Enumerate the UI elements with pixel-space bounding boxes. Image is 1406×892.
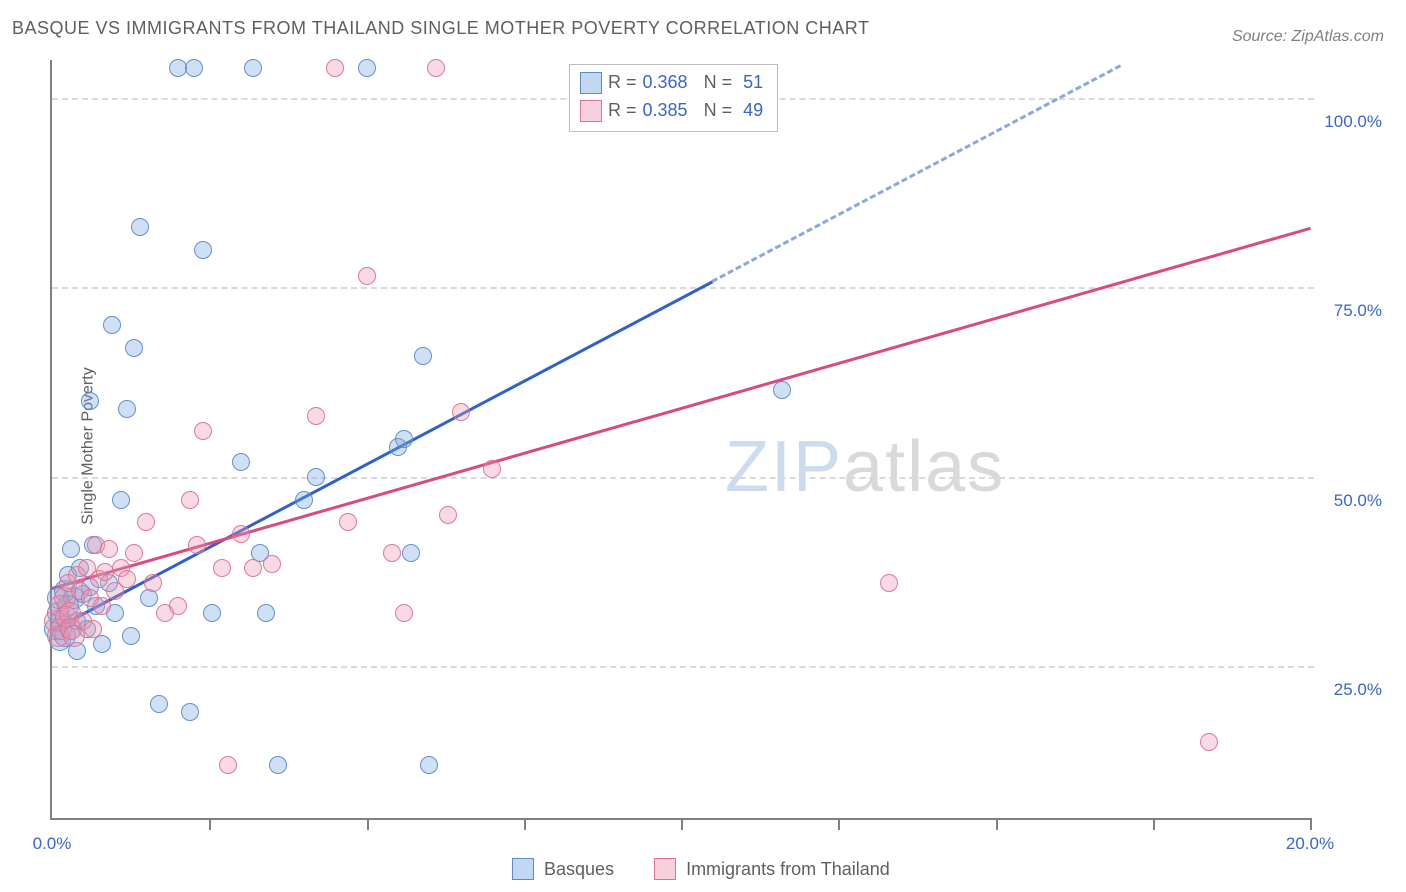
stat-value-r-b: 0.385 xyxy=(643,97,688,125)
x-tick xyxy=(996,818,998,830)
x-tick xyxy=(209,818,211,830)
data-point xyxy=(93,635,111,653)
stat-value-r-a: 0.368 xyxy=(643,69,688,97)
x-tick xyxy=(1310,818,1312,830)
data-point xyxy=(140,589,158,607)
data-point xyxy=(420,756,438,774)
legend-row-basques: R = 0.368 N = 51 xyxy=(580,69,763,97)
stat-value-n-b: 49 xyxy=(738,97,763,125)
source-attribution: Source: ZipAtlas.com xyxy=(1232,28,1384,46)
data-point xyxy=(395,430,413,448)
data-point xyxy=(185,59,203,77)
data-point xyxy=(137,513,155,531)
data-point xyxy=(402,544,420,562)
data-point xyxy=(383,544,401,562)
data-point xyxy=(427,59,445,77)
watermark: ZIPatlas xyxy=(725,426,1005,508)
y-tick-label: 50.0% xyxy=(1334,491,1382,511)
data-point xyxy=(483,460,501,478)
x-tick xyxy=(681,818,683,830)
data-point xyxy=(358,59,376,77)
data-point xyxy=(307,468,325,486)
legend-row-thailand: R = 0.385 N = 49 xyxy=(580,97,763,125)
y-tick-label: 100.0% xyxy=(1324,112,1382,132)
data-point xyxy=(181,491,199,509)
stat-label-r: R = xyxy=(608,97,637,125)
data-point xyxy=(131,218,149,236)
data-point xyxy=(169,597,187,615)
data-point xyxy=(307,407,325,425)
data-point xyxy=(100,540,118,558)
chart-title: BASQUE VS IMMIGRANTS FROM THAILAND SINGL… xyxy=(12,18,869,39)
data-point xyxy=(125,339,143,357)
data-point xyxy=(181,703,199,721)
y-tick-label: 25.0% xyxy=(1334,680,1382,700)
data-point xyxy=(81,392,99,410)
data-point xyxy=(203,604,221,622)
data-point xyxy=(232,453,250,471)
data-point xyxy=(269,756,287,774)
stat-label-r: R = xyxy=(608,69,637,97)
data-point xyxy=(194,422,212,440)
data-point xyxy=(150,695,168,713)
x-tick xyxy=(838,818,840,830)
series-legend: Basques Immigrants from Thailand xyxy=(512,858,890,880)
data-point xyxy=(244,59,262,77)
data-point xyxy=(103,316,121,334)
data-point xyxy=(358,267,376,285)
data-point xyxy=(194,241,212,259)
gridline xyxy=(52,666,1314,668)
data-point xyxy=(125,544,143,562)
data-point xyxy=(1200,733,1218,751)
gridline xyxy=(52,287,1314,289)
data-point xyxy=(144,574,162,592)
data-point xyxy=(232,525,250,543)
swatch-basques xyxy=(580,72,602,94)
data-point xyxy=(188,536,206,554)
swatch-thailand xyxy=(580,100,602,122)
x-tick-label: 0.0% xyxy=(33,834,72,854)
stat-value-n-a: 51 xyxy=(738,69,763,97)
gridline xyxy=(52,477,1314,479)
swatch-basques xyxy=(512,858,534,880)
x-tick xyxy=(367,818,369,830)
data-point xyxy=(112,491,130,509)
data-point xyxy=(452,403,470,421)
data-point xyxy=(263,555,281,573)
x-tick xyxy=(524,818,526,830)
y-tick-label: 75.0% xyxy=(1334,301,1382,321)
data-point xyxy=(118,570,136,588)
legend-label-thailand: Immigrants from Thailand xyxy=(686,859,890,880)
x-tick xyxy=(1153,818,1155,830)
data-point xyxy=(122,627,140,645)
data-point xyxy=(880,574,898,592)
data-point xyxy=(439,506,457,524)
stat-label-n: N = xyxy=(694,69,733,97)
data-point xyxy=(339,513,357,531)
data-point xyxy=(773,381,791,399)
data-point xyxy=(414,347,432,365)
scatter-plot-area: 25.0%50.0%75.0%100.0%0.0%20.0%ZIPatlas xyxy=(50,60,1310,820)
stat-label-n: N = xyxy=(694,97,733,125)
data-point xyxy=(244,559,262,577)
swatch-thailand xyxy=(654,858,676,880)
data-point xyxy=(118,400,136,418)
x-tick-label: 20.0% xyxy=(1286,834,1334,854)
data-point xyxy=(62,540,80,558)
stats-legend-box: R = 0.368 N = 51 R = 0.385 N = 49 xyxy=(569,64,778,132)
data-point xyxy=(257,604,275,622)
data-point xyxy=(93,597,111,615)
data-point xyxy=(326,59,344,77)
data-point xyxy=(295,491,313,509)
data-point xyxy=(84,620,102,638)
data-point xyxy=(395,604,413,622)
data-point xyxy=(213,559,231,577)
legend-label-basques: Basques xyxy=(544,859,614,880)
data-point xyxy=(219,756,237,774)
